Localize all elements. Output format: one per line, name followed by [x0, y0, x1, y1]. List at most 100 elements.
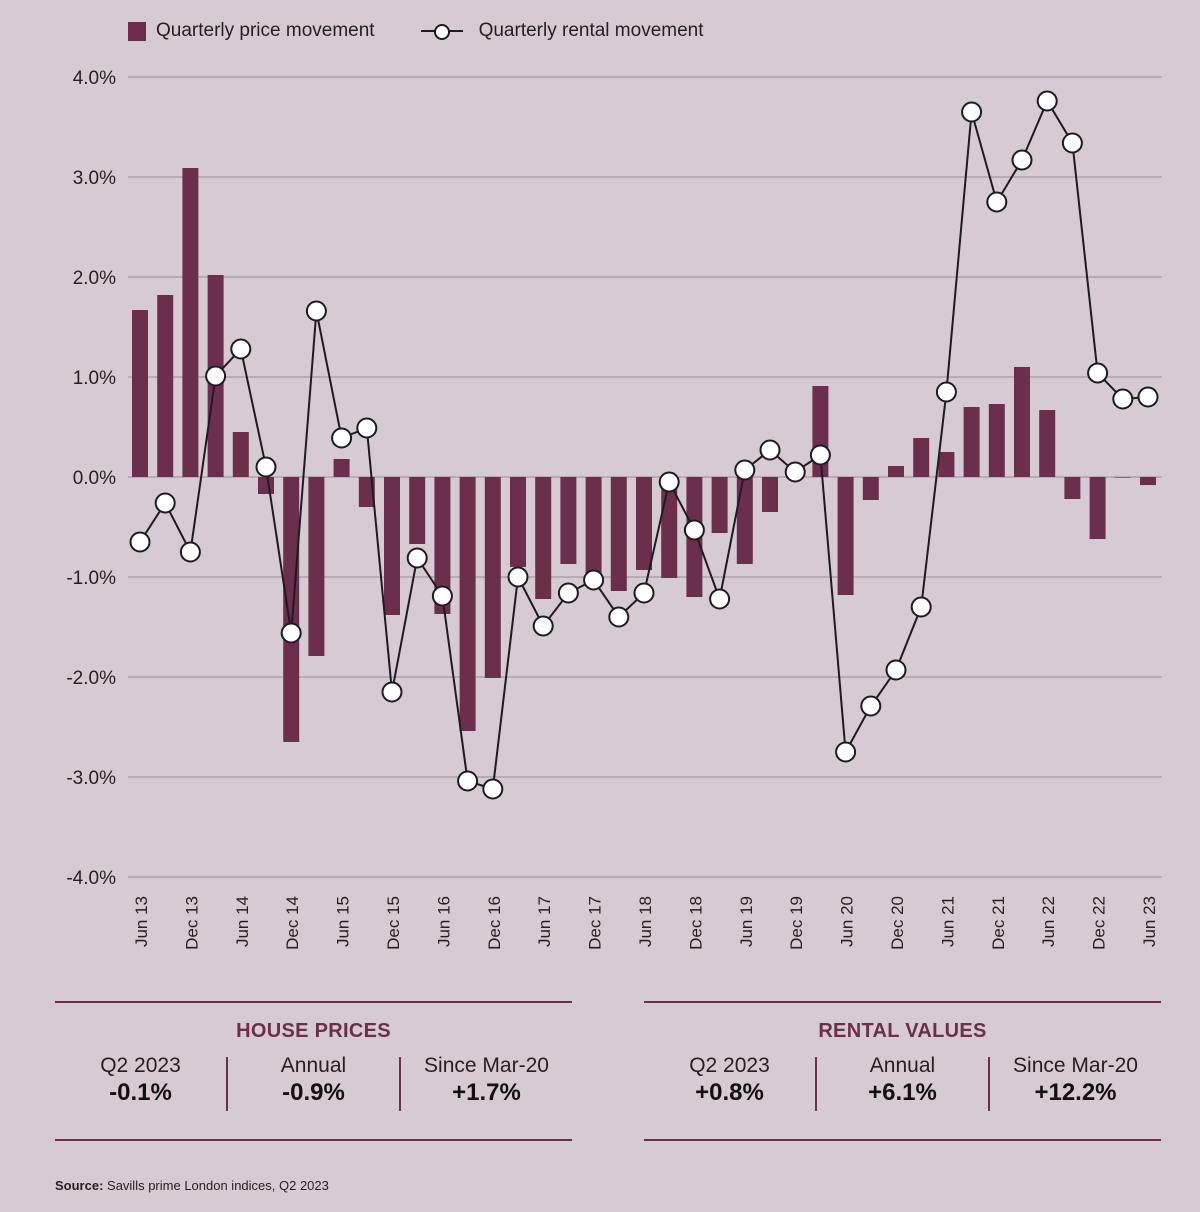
x-tick-label: Dec 15 [384, 896, 403, 950]
price-bar [1089, 477, 1106, 539]
house-stat-annual: Annual -0.9% [226, 1054, 399, 1111]
price-bar [988, 404, 1005, 477]
price-bar [862, 477, 879, 500]
x-tick-label: Jun 14 [233, 896, 252, 947]
x-tick-label: Dec 14 [283, 896, 302, 950]
stat-value: +0.8% [695, 1079, 764, 1106]
legend-label-price: Quarterly price movement [156, 20, 375, 41]
price-bar [459, 477, 476, 731]
stat-value: +12.2% [1034, 1079, 1117, 1106]
chart-legend: Quarterly price movement Quarterly renta… [128, 20, 750, 42]
x-tick-label: Jun 20 [838, 896, 857, 947]
price-bar [963, 407, 980, 477]
price-bar [232, 432, 249, 477]
rental-point [1061, 132, 1083, 154]
x-tick-label: Dec 17 [586, 896, 605, 950]
line-marker-icon [420, 21, 463, 41]
x-tick-label: Dec 21 [989, 896, 1008, 950]
rental-point [406, 547, 428, 569]
house-stat-since-mar20: Since Mar-20 +1.7% [399, 1054, 572, 1111]
x-tick-label: Jun 23 [1140, 896, 1159, 947]
source-note: Source: Savills prime London indices, Q2… [55, 1178, 329, 1193]
x-tick-label: Jun 21 [938, 896, 957, 947]
price-bar [938, 452, 955, 477]
price-bar [736, 477, 753, 564]
price-bar [409, 477, 426, 544]
rental-point [255, 456, 277, 478]
rental-point [658, 471, 680, 493]
rental-point [734, 459, 756, 481]
price-bar [1039, 410, 1056, 477]
rental-point [784, 461, 806, 483]
price-bar [434, 477, 451, 614]
y-tick-label: -3.0% [66, 768, 116, 789]
y-tick-label: -4.0% [66, 868, 116, 889]
legend-label-rental: Quarterly rental movement [478, 20, 704, 41]
price-bar [711, 477, 728, 533]
price-bar [258, 477, 274, 494]
rental-point [709, 588, 731, 610]
y-tick-label: 3.0% [73, 168, 116, 189]
price-bars [132, 168, 1156, 742]
price-bar [157, 295, 174, 477]
rental-point [1137, 386, 1159, 408]
rental-point [683, 519, 705, 541]
rental-markers [129, 90, 1159, 800]
rental-point [835, 741, 857, 763]
price-bar [535, 477, 552, 599]
y-tick-label: 0.0% [73, 468, 116, 489]
legend-item-rental: Quarterly rental movement [420, 20, 704, 42]
rental-point [205, 365, 227, 387]
rental-point [356, 417, 378, 439]
house-prices-title: HOUSE PRICES [236, 1020, 391, 1042]
x-tick-label: Dec 19 [787, 896, 806, 950]
stat-value: +6.1% [868, 1079, 937, 1106]
rental-point [457, 770, 479, 792]
y-tick-label: 4.0% [73, 68, 116, 89]
rental-point [860, 695, 882, 717]
rental-point [885, 659, 907, 681]
rental-point [961, 101, 983, 123]
price-bar [1064, 477, 1081, 499]
rental-point [633, 582, 655, 604]
x-tick-label: Jun 19 [737, 896, 756, 947]
price-bar [1014, 367, 1030, 477]
price-bar [888, 466, 904, 477]
price-bar [182, 168, 199, 477]
price-bar [762, 477, 778, 512]
stat-label: Since Mar-20 [424, 1054, 549, 1077]
rental-point [608, 606, 630, 628]
stat-value: -0.1% [109, 1079, 172, 1106]
stat-label: Q2 2023 [100, 1054, 181, 1077]
y-tick-label: 2.0% [73, 268, 116, 289]
rental-stat-since-mar20: Since Mar-20 +12.2% [988, 1054, 1161, 1111]
price-bar [913, 438, 930, 477]
x-axis-ticks: Jun 13 Dec 13 Jun 14 Dec 14 Jun 15 Dec 15 Jun … [132, 896, 1159, 950]
price-rental-chart: 4.0% 3.0% 2.0% 1.0% 0.0% -1.0% -2.0% -3.0% -4.0%… [66, 68, 1162, 950]
rental-point [1087, 362, 1109, 384]
rental-point [1011, 149, 1033, 171]
x-tick-label: Jun 15 [334, 896, 353, 947]
source-text: Savills prime London indices, Q2 2023 [103, 1178, 329, 1193]
rental-point [910, 596, 932, 618]
rental-point [280, 622, 302, 644]
price-bar [1114, 477, 1131, 478]
x-tick-label: Dec 18 [686, 896, 705, 950]
price-bar [1140, 477, 1156, 485]
stat-value: -0.9% [282, 1079, 345, 1106]
house-prices-panel: HOUSE PRICES Q2 2023 -0.1% Annual -0.9% … [55, 1001, 572, 1141]
x-tick-label: Jun 18 [636, 896, 655, 947]
x-tick-label: Dec 22 [1090, 896, 1109, 950]
price-bar [636, 477, 652, 570]
rental-point [532, 615, 554, 637]
y-axis-ticks: 4.0% 3.0% 2.0% 1.0% 0.0% -1.0% -2.0% -3.0% -4.0% [66, 68, 116, 889]
source-prefix: Source: [55, 1178, 104, 1193]
rental-point [381, 681, 403, 703]
rental-point [482, 778, 504, 800]
price-bar [610, 477, 627, 591]
price-bar [384, 477, 400, 615]
rental-point [154, 492, 176, 514]
stat-label: Annual [280, 1054, 347, 1077]
x-tick-label: Jun 22 [1039, 896, 1058, 947]
price-bar [358, 477, 375, 507]
